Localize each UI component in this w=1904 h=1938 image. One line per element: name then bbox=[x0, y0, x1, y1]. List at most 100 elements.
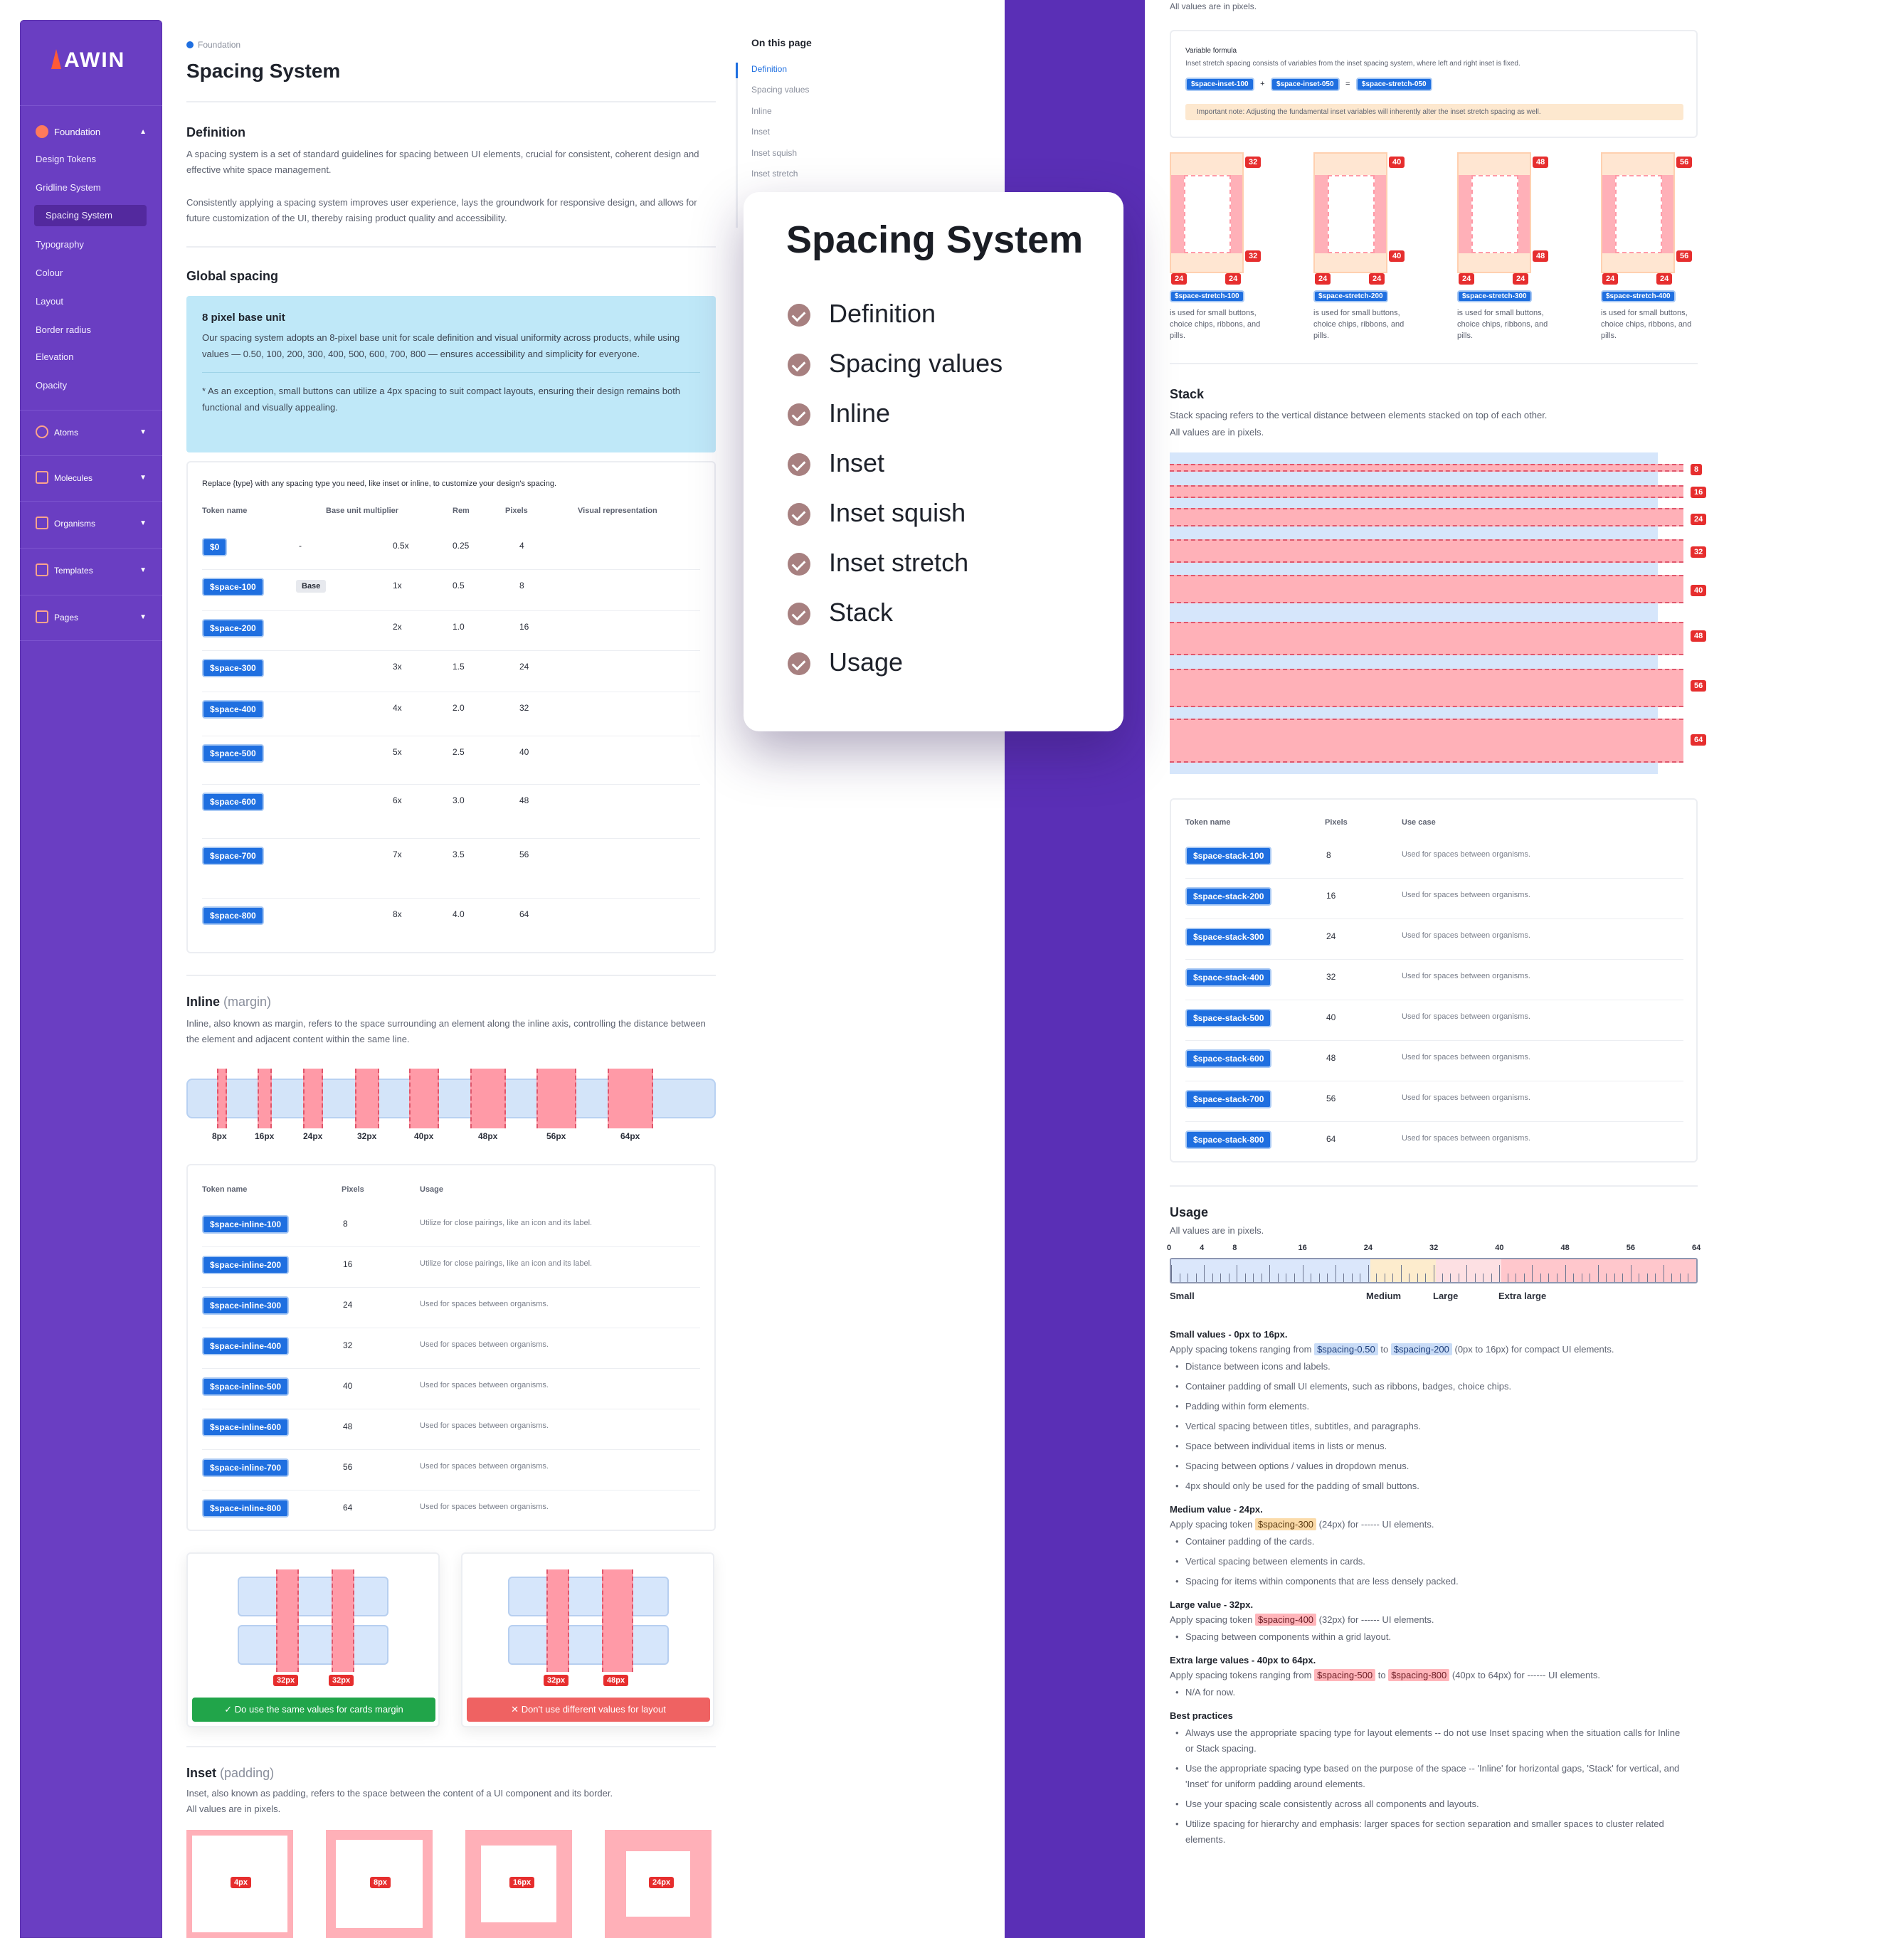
popover-item[interactable]: Inset bbox=[788, 448, 884, 478]
stretch-tag: 40 bbox=[1389, 157, 1405, 168]
use-case-text: Used for spaces between organisms. bbox=[1402, 1053, 1530, 1061]
inline-margin-label: 32px bbox=[357, 1131, 377, 1141]
breadcrumb[interactable]: Foundation bbox=[186, 40, 240, 50]
check-circle-icon bbox=[788, 403, 810, 426]
paragraph-text: Apply spacing tokens ranging from bbox=[1170, 1344, 1315, 1355]
toc-item[interactable]: Inset squish bbox=[751, 148, 798, 158]
popover-item[interactable]: Spacing values bbox=[788, 349, 1003, 378]
dont-example-card: 32px 48px ✕ Don't use different values f… bbox=[461, 1552, 714, 1727]
token-highlight: $spacing-300 bbox=[1254, 1518, 1317, 1530]
token-badge: $space-inline-400 bbox=[202, 1337, 290, 1355]
popover-item[interactable]: Inline bbox=[788, 398, 890, 428]
stretch-tag: 32 bbox=[1245, 250, 1262, 262]
usage-paragraph: Apply spacing token $spacing-300 (24px) … bbox=[1170, 1518, 1698, 1530]
row-divider bbox=[202, 1449, 700, 1450]
divider bbox=[186, 246, 716, 248]
stack-bar bbox=[1170, 622, 1683, 656]
toc-item[interactable]: Inset stretch bbox=[751, 169, 798, 179]
popover-item[interactable]: Inset squish bbox=[788, 498, 966, 528]
row-divider bbox=[202, 1246, 700, 1247]
chevron-down-icon[interactable]: ▼ bbox=[139, 613, 147, 621]
close-icon: ✕ bbox=[511, 1704, 522, 1715]
sidebar-item-gridline-system[interactable]: Gridline System bbox=[36, 182, 101, 193]
popover-item-label: Inset bbox=[829, 448, 885, 477]
sidebar-item-border-radius[interactable]: Border radius bbox=[36, 324, 92, 335]
chevron-down-icon[interactable]: ▼ bbox=[139, 566, 147, 574]
sidebar-group-organisms[interactable]: Organisms bbox=[36, 517, 95, 529]
ruler-tick-label: 8 bbox=[1232, 1244, 1237, 1252]
popover-item[interactable]: Usage bbox=[788, 647, 903, 677]
toc-item[interactable]: Spacing values bbox=[751, 85, 810, 95]
check-circle-icon bbox=[788, 453, 810, 476]
usage-text: Used for spaces between organisms. bbox=[420, 1462, 549, 1471]
toc-item[interactable]: Definition bbox=[751, 64, 788, 74]
token-badge: $space-stack-500 bbox=[1185, 1009, 1272, 1027]
sidebar-item-colour[interactable]: Colour bbox=[36, 268, 63, 278]
use-case-text: Used for spaces between organisms. bbox=[1402, 1094, 1530, 1102]
stretch-content bbox=[1184, 175, 1231, 253]
sidebar-group-templates[interactable]: Templates bbox=[36, 563, 93, 576]
stretch-tag: 24 bbox=[1171, 273, 1188, 285]
popover-item[interactable]: Inset stretch bbox=[788, 548, 968, 578]
sidebar-group-atoms[interactable]: Atoms bbox=[36, 425, 78, 438]
awin-flame-icon bbox=[50, 49, 61, 70]
ruler-tick-label: 48 bbox=[1560, 1244, 1570, 1252]
usage-text: Utilize for close pairings, like an icon… bbox=[420, 1259, 593, 1268]
chevron-down-icon[interactable]: ▼ bbox=[139, 428, 147, 436]
values-note: All values are in pixels. bbox=[1170, 1, 1257, 11]
chevron-down-icon[interactable]: ▼ bbox=[139, 474, 147, 482]
sidebar-item-layout[interactable]: Layout bbox=[36, 296, 64, 307]
bullet-item: 4px should only be used for the padding … bbox=[1170, 1478, 1689, 1494]
sidebar-item-design-tokens[interactable]: Design Tokens bbox=[36, 154, 97, 164]
token-highlight: $spacing-0.50 bbox=[1314, 1343, 1378, 1355]
token-highlight: $spacing-200 bbox=[1390, 1343, 1452, 1355]
sidebar-item-elevation[interactable]: Elevation bbox=[36, 351, 74, 362]
ruler-line bbox=[1269, 1265, 1271, 1282]
sidebar-group-foundation[interactable]: Foundation bbox=[36, 125, 100, 138]
ruler-tick-label: 40 bbox=[1495, 1244, 1504, 1252]
sidebar-item-opacity[interactable]: Opacity bbox=[36, 380, 68, 391]
usage-paragraph: Apply spacing tokens ranging from $spaci… bbox=[1170, 1343, 1698, 1355]
awin-logo[interactable]: AWIN bbox=[50, 48, 125, 73]
sidebar-item-spacing-system[interactable]: Spacing System bbox=[34, 205, 147, 226]
formula-operator: + bbox=[1260, 80, 1265, 88]
popover-item-label: Definition bbox=[829, 299, 936, 328]
stretch-tag: 24 bbox=[1513, 273, 1529, 285]
chevron-up-icon[interactable]: ▲ bbox=[139, 128, 147, 136]
stack-tag: 24 bbox=[1691, 514, 1707, 525]
sidebar-group-pages[interactable]: Pages bbox=[36, 610, 78, 623]
token-badge: $space-400 bbox=[202, 700, 264, 719]
toc-item[interactable]: Inset bbox=[751, 127, 771, 137]
toc-item[interactable]: Inline bbox=[751, 106, 772, 116]
stretch-description: is used for small buttons, choice chips,… bbox=[1313, 309, 1405, 340]
check-icon: ✓ bbox=[224, 1704, 235, 1715]
usage-guidelines: Small values - 0px to 16px. Apply spacing… bbox=[1170, 1319, 1698, 1848]
pixel-value: 32 bbox=[343, 1340, 353, 1350]
popover-item[interactable]: Definition bbox=[788, 299, 936, 329]
token-badge: $space-inline-700 bbox=[202, 1458, 290, 1477]
col-header: Pixels bbox=[342, 1185, 364, 1194]
chevron-down-icon[interactable]: ▼ bbox=[139, 519, 147, 527]
popover-title: Spacing System bbox=[786, 218, 1084, 261]
multiplier-value: 2x bbox=[393, 622, 402, 632]
check-circle-icon bbox=[788, 304, 810, 327]
popover-item[interactable]: Stack bbox=[788, 598, 893, 628]
bullet-item: Use your spacing scale consistently acro… bbox=[1170, 1796, 1689, 1812]
ruler-line bbox=[1532, 1265, 1533, 1282]
multiplier-value: 6x bbox=[393, 795, 402, 805]
layout-block bbox=[508, 1625, 669, 1665]
inset-label: 4px bbox=[231, 1877, 251, 1888]
bullet-item: N/A for now. bbox=[1170, 1685, 1689, 1700]
do-banner: ✓ Do use the same values for cards margi… bbox=[192, 1698, 435, 1722]
popover-item-label: Usage bbox=[829, 647, 904, 677]
sidebar-group-molecules[interactable]: Molecules bbox=[36, 471, 92, 484]
stack-heading: Stack bbox=[1170, 387, 1205, 401]
inset-label: 24px bbox=[649, 1877, 675, 1888]
sidebar-item-typography[interactable]: Typography bbox=[36, 239, 84, 250]
row-divider bbox=[202, 1287, 700, 1288]
ruler-tick-label: 56 bbox=[1626, 1244, 1635, 1252]
pixel-value: 32 bbox=[519, 703, 529, 713]
spacing-system-popover: Spacing System Definition Spacing values I… bbox=[744, 192, 1123, 731]
col-header: Base unit multiplier bbox=[326, 507, 399, 515]
inline-margin-bar bbox=[409, 1069, 439, 1128]
